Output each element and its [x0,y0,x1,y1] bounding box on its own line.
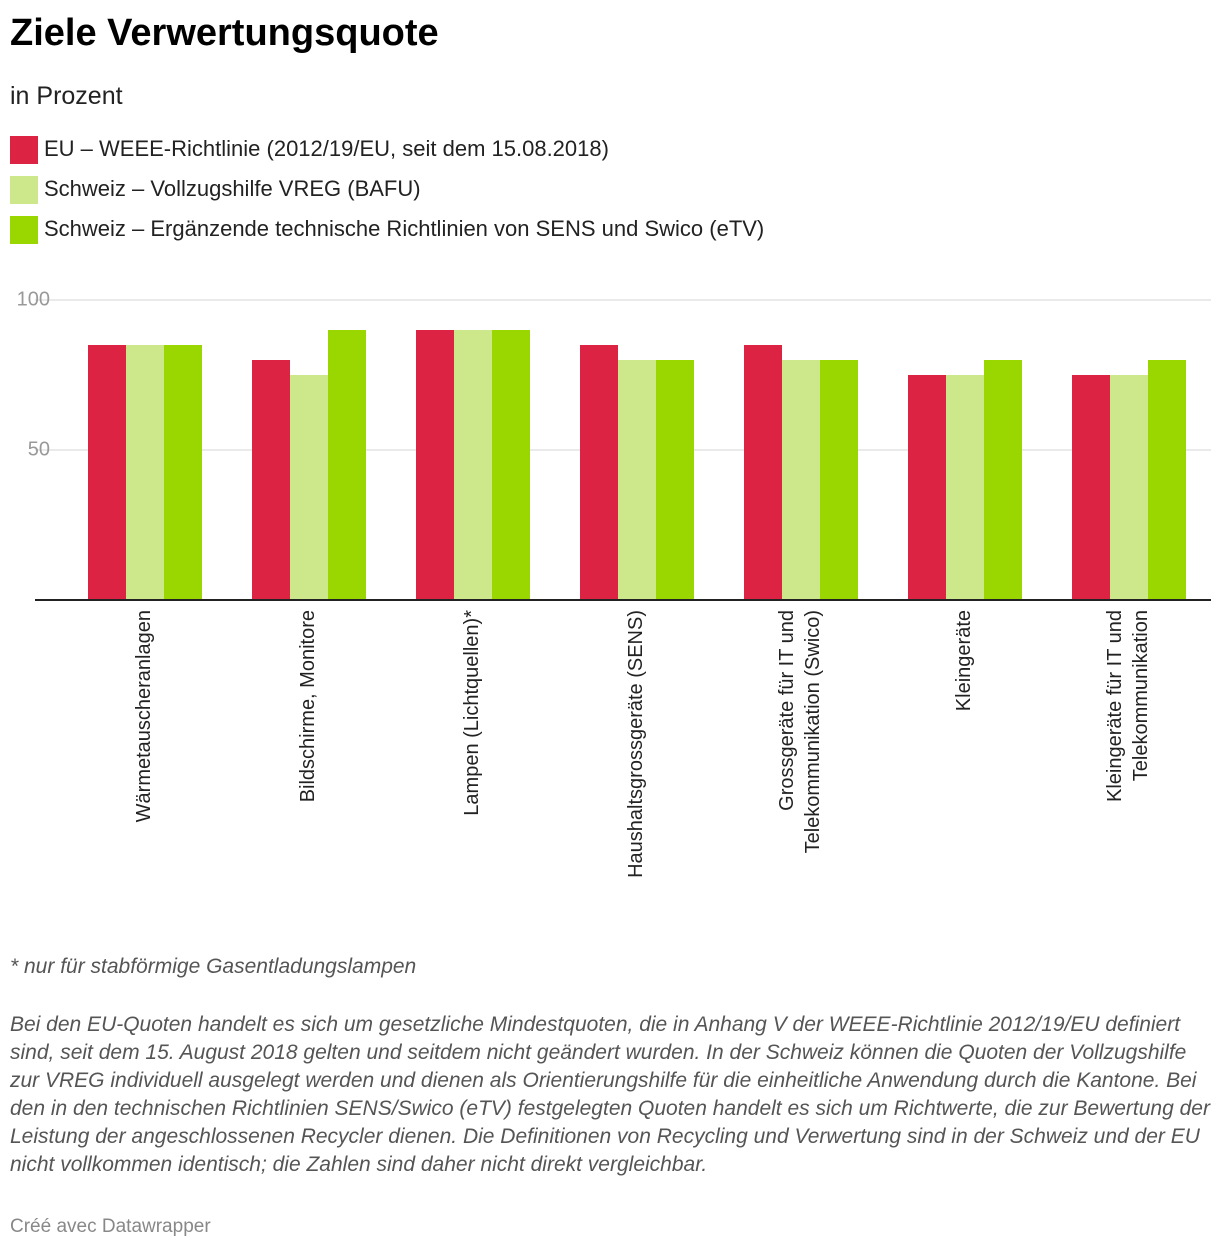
bar [820,360,858,600]
legend-swatch [10,176,38,204]
bar [580,345,618,600]
x-tick-label: Lampen (Lichtquellen)* [461,610,483,816]
bar [164,345,202,600]
chart: EU – WEEE-Richtlinie (2012/19/EU, seit d… [10,136,1211,878]
credit: Créé avec Datawrapper [10,1216,211,1237]
chart-title: Ziele Verwertungsquote [10,12,439,54]
footnote: * nur für stabförmige Gasentladungslampe… [10,955,417,978]
bar [1110,375,1148,600]
x-tick-label: Kleingeräte [953,610,975,711]
y-tick-label: 100 [17,288,50,310]
bar [656,360,694,600]
x-tick-label: Haushaltsgrossgeräte (SENS) [625,610,647,878]
bar [744,345,782,600]
description: Bei den EU-Quoten handelt es sich um ges… [10,1013,1210,1176]
bar [328,330,366,600]
bar [1072,375,1110,600]
bar [782,360,820,600]
legend-swatch [10,216,38,244]
bar [908,375,946,600]
bar [492,330,530,600]
bar [1148,360,1186,600]
bar [416,330,454,600]
bar [290,375,328,600]
x-tick-label: Bildschirme, Monitore [297,610,319,802]
x-tick-label: Grossgeräte für IT und Telekommunikation … [776,610,824,853]
legend-swatch [10,136,38,164]
bar [984,360,1022,600]
y-tick-label: 50 [28,438,50,460]
chart-subtitle: in Prozent [10,82,123,110]
bar [126,345,164,600]
bar [946,375,984,600]
bar [88,345,126,600]
bar [454,330,492,600]
legend-label: Schweiz – Ergänzende technische Richtlin… [44,216,764,241]
x-tick-label: Wärmetauscheranlagen [133,610,155,822]
bar [252,360,290,600]
legend-label: Schweiz – Vollzugshilfe VREG (BAFU) [44,176,421,201]
bar [618,360,656,600]
x-tick-label: Kleingeräte für IT und Telekommunikation [1104,610,1152,802]
legend-label: EU – WEEE-Richtlinie (2012/19/EU, seit d… [44,136,609,161]
